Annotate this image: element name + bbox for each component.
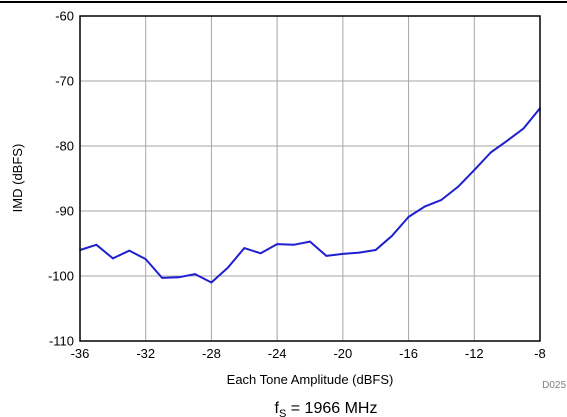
y-tick-label: -90 — [55, 204, 74, 219]
x-tick-label: -36 — [71, 346, 90, 361]
x-tick-label: -12 — [465, 346, 484, 361]
imd-data-point — [95, 243, 98, 246]
y-axis-label: IMD (dBFS) — [10, 144, 25, 213]
x-tick-label: -24 — [268, 346, 287, 361]
x-tick-label: -20 — [333, 346, 352, 361]
imd-data-point — [243, 247, 246, 249]
sampling-rate-caption: fS = 1966 MHz — [275, 400, 378, 417]
y-tick-labels: -110 -100 -90 -80 -70 -60 — [48, 9, 74, 349]
imd-data-point — [374, 249, 377, 251]
imd-data-point — [456, 186, 459, 188]
imd-data-point — [210, 281, 213, 284]
y-tick-label: -110 — [49, 334, 74, 349]
imd-data-point — [358, 251, 361, 254]
plot-area — [80, 16, 540, 341]
imd-data-point — [473, 169, 476, 171]
imd-data-point — [259, 252, 262, 255]
x-axis-label: Each Tone Amplitude (dBFS) — [227, 372, 394, 387]
y-tick-label: -80 — [55, 139, 74, 154]
imd-data-point — [161, 277, 164, 279]
imd-data-point — [144, 258, 147, 260]
grid — [79, 15, 541, 342]
figure-id: D025 — [542, 380, 566, 391]
imd-data-point — [177, 276, 180, 279]
x-tick-label: -8 — [534, 346, 546, 361]
imd-data-point — [341, 253, 344, 255]
imd-data-point — [309, 240, 311, 243]
imd-data-point — [292, 243, 295, 246]
plot-frame — [79, 15, 541, 342]
imd-data-point — [522, 127, 525, 130]
imd-data-point — [489, 151, 492, 154]
y-tick-label: -60 — [55, 9, 74, 24]
caption-f: f — [275, 400, 280, 417]
series-layer — [79, 107, 541, 284]
imd-data-point — [407, 215, 410, 218]
imd-data-point — [506, 139, 509, 142]
imd-data-point — [325, 254, 328, 257]
imd-data-point — [424, 205, 426, 208]
x-tick-label: -28 — [202, 346, 221, 361]
imd-data-point — [111, 257, 114, 260]
imd-data-point — [440, 199, 443, 201]
caption-subscript: S — [279, 408, 286, 417]
imd-data-point — [128, 249, 131, 252]
y-tick-label: -70 — [55, 74, 74, 89]
x-tick-label: -32 — [136, 346, 155, 361]
y-tick-label: -100 — [48, 269, 74, 284]
x-tick-labels: -36 -32 -28 -24 -20 -16 -12 -8 — [71, 346, 546, 361]
imd-data-point — [226, 266, 229, 269]
imd-data-point — [391, 234, 394, 237]
x-tick-label: -16 — [399, 346, 418, 361]
imd-data-point — [276, 243, 279, 246]
imd-data-point — [194, 273, 196, 275]
caption-value: = 1966 MHz — [286, 400, 377, 417]
